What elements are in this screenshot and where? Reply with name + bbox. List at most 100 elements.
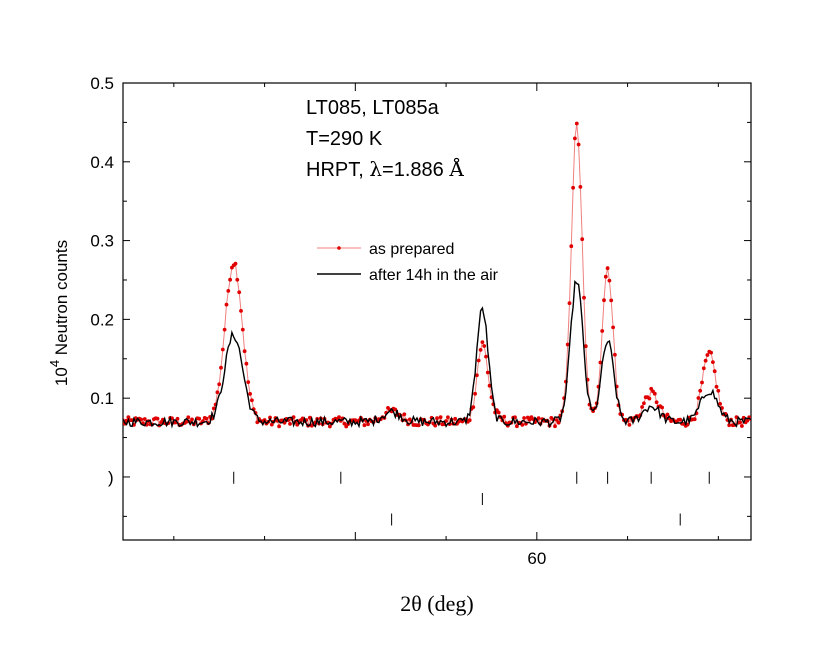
y-tick-label-1: 0.2 bbox=[90, 310, 114, 329]
annotation-instrument-prefix: HRPT, bbox=[306, 159, 369, 181]
data-point-as-prepared bbox=[478, 348, 483, 352]
data-point-as-prepared bbox=[215, 390, 220, 395]
y-axis-title-exponent: 4 bbox=[47, 360, 62, 367]
data-point-as-prepared bbox=[222, 327, 227, 332]
data-point-as-prepared bbox=[609, 298, 614, 303]
data-point-as-prepared bbox=[522, 416, 526, 420]
y-axis-title: 104 Neutron counts bbox=[47, 240, 71, 386]
data-point-as-prepared bbox=[476, 358, 481, 363]
data-point-as-prepared bbox=[126, 415, 131, 419]
data-point-as-prepared bbox=[642, 401, 646, 406]
legend-label-as-prepared: as prepared bbox=[369, 241, 454, 258]
data-point-as-prepared bbox=[255, 420, 260, 425]
data-point-as-prepared bbox=[416, 423, 421, 428]
data-point-as-prepared bbox=[240, 327, 245, 332]
data-point-as-prepared bbox=[745, 418, 750, 423]
data-point-as-prepared bbox=[603, 274, 608, 279]
y-tick-label-3: 0.4 bbox=[90, 153, 114, 172]
y-tick-label-2: 0.3 bbox=[90, 232, 114, 251]
data-point-as-prepared bbox=[652, 391, 657, 396]
data-point-as-prepared bbox=[727, 423, 732, 428]
data-point-as-prepared bbox=[242, 349, 247, 354]
data-point-as-prepared bbox=[473, 391, 477, 396]
annotation-temperature: T=290 K bbox=[306, 128, 383, 150]
data-point-as-prepared bbox=[250, 398, 254, 403]
data-point-as-prepared bbox=[224, 302, 229, 307]
x-tick-label-0: 60 bbox=[527, 549, 546, 568]
data-point-as-prepared bbox=[186, 415, 191, 420]
data-point-as-prepared bbox=[246, 380, 251, 384]
data-point-as-prepared bbox=[513, 415, 517, 420]
data-point-as-prepared bbox=[366, 422, 370, 427]
data-point-as-prepared bbox=[611, 325, 615, 330]
data-point-as-prepared bbox=[308, 415, 312, 420]
data-point-as-prepared bbox=[692, 417, 697, 422]
annotation-lambda-symbol: λ bbox=[369, 157, 382, 181]
data-point-as-prepared bbox=[337, 415, 341, 419]
legend-swatch-as-prepared-dot bbox=[337, 246, 341, 250]
data-point-as-prepared bbox=[698, 388, 703, 393]
data-point-as-prepared bbox=[211, 406, 216, 411]
x-axis-title: 2θ (deg) bbox=[400, 591, 473, 616]
data-point-as-prepared bbox=[288, 422, 292, 426]
data-point-as-prepared bbox=[239, 309, 243, 313]
data-point-as-prepared bbox=[175, 416, 180, 421]
y-axis-title-rest: Neutron counts bbox=[52, 240, 71, 360]
plot-frame bbox=[122, 82, 752, 541]
data-point-as-prepared bbox=[277, 424, 281, 429]
data-point-as-prepared bbox=[574, 121, 579, 126]
y-tick-label-4: 0.5 bbox=[90, 74, 114, 93]
data-point-as-prepared bbox=[578, 185, 583, 189]
data-point-as-prepared bbox=[139, 417, 144, 422]
data-point-as-prepared bbox=[627, 423, 632, 427]
data-point-as-prepared bbox=[487, 383, 492, 388]
data-point-as-prepared bbox=[217, 382, 222, 387]
data-point-as-prepared bbox=[226, 289, 231, 293]
data-point-as-prepared bbox=[654, 400, 659, 405]
y-axis-clipped-label: ) bbox=[108, 468, 114, 487]
data-point-as-prepared bbox=[295, 422, 300, 427]
data-point-as-prepared bbox=[268, 415, 272, 420]
data-point-as-prepared bbox=[475, 373, 479, 378]
data-point-as-prepared bbox=[665, 412, 670, 417]
series-line-after-air bbox=[123, 280, 751, 429]
data-point-as-prepared bbox=[197, 416, 202, 421]
data-point-as-prepared bbox=[235, 277, 240, 282]
data-point-as-prepared bbox=[701, 366, 706, 371]
data-point-as-prepared bbox=[640, 405, 644, 409]
legend: as prepared after 14h in the air bbox=[317, 241, 499, 284]
data-point-as-prepared bbox=[328, 424, 332, 429]
data-point-as-prepared bbox=[237, 290, 242, 295]
data-point-as-prepared bbox=[220, 347, 225, 352]
data-point-as-prepared bbox=[190, 417, 194, 422]
data-point-as-prepared bbox=[485, 370, 490, 375]
data-point-as-prepared bbox=[700, 380, 704, 385]
data-point-as-prepared bbox=[467, 418, 472, 423]
y-tick-label-0: 0.1 bbox=[90, 389, 114, 408]
data-point-as-prepared bbox=[228, 277, 233, 282]
data-point-as-prepared bbox=[602, 298, 606, 303]
data-point-as-prepared bbox=[556, 420, 561, 425]
data-point-as-prepared bbox=[678, 417, 683, 422]
data-point-as-prepared bbox=[718, 402, 722, 406]
series-group bbox=[123, 121, 751, 429]
data-point-as-prepared bbox=[453, 416, 458, 421]
data-point-as-prepared bbox=[703, 358, 708, 363]
data-point-as-prepared bbox=[569, 244, 574, 249]
data-point-as-prepared bbox=[607, 278, 612, 283]
data-point-as-prepared bbox=[244, 361, 249, 366]
data-point-as-prepared bbox=[480, 340, 485, 344]
annotation-block: LT085, LT085a T=290 K HRPT, λ=1.886 Å bbox=[306, 97, 464, 181]
data-point-as-prepared bbox=[571, 185, 575, 190]
data-point-as-prepared bbox=[248, 392, 253, 396]
data-point-as-prepared bbox=[582, 295, 586, 300]
data-point-as-prepared bbox=[553, 424, 557, 429]
data-point-as-prepared bbox=[393, 407, 398, 412]
legend-label-after-air: after 14h in the air bbox=[369, 267, 499, 284]
data-point-as-prepared bbox=[269, 422, 274, 427]
data-point-as-prepared bbox=[716, 388, 721, 393]
data-point-as-prepared bbox=[204, 416, 209, 421]
data-point-as-prepared bbox=[142, 417, 147, 421]
data-point-as-prepared bbox=[536, 416, 541, 420]
